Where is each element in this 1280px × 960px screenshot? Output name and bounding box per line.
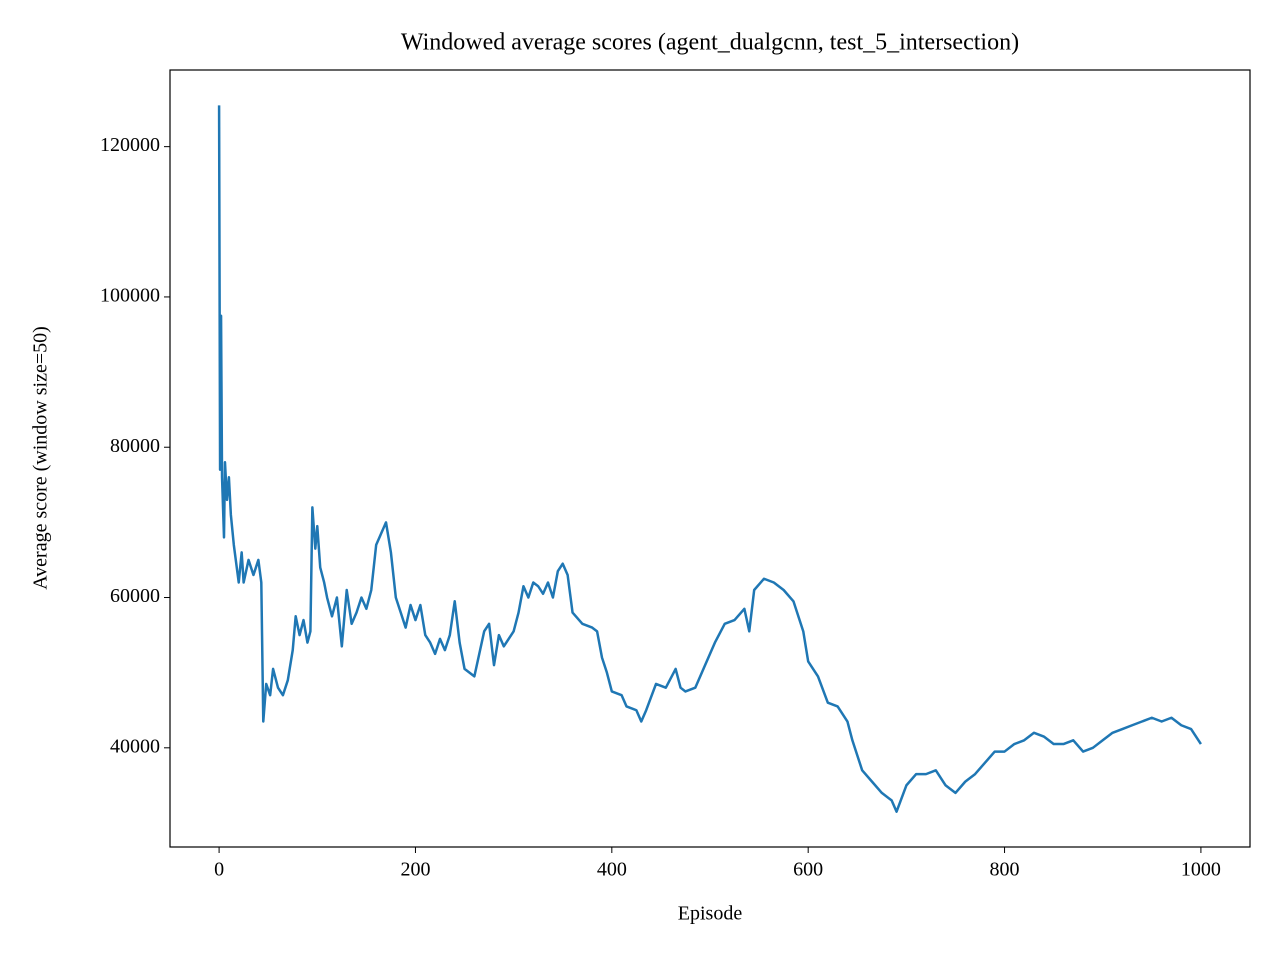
x-tick-label: 1000 [1181, 859, 1221, 881]
x-tick-label: 0 [214, 859, 224, 881]
data-line [217, 105, 1202, 813]
y-tick-label: 80000 [110, 435, 160, 457]
y-tick-label: 100000 [100, 285, 160, 307]
x-tick-label: 400 [597, 859, 627, 881]
chart-title: Windowed average scores (agent_dualgcnn,… [401, 30, 1019, 56]
x-axis-label: Episode [678, 903, 743, 925]
y-tick-label: 120000 [100, 134, 160, 156]
y-axis-label: Average score (window size=50) [30, 326, 52, 590]
y-tick-label: 60000 [110, 585, 160, 607]
x-tick-label: 600 [793, 859, 823, 881]
x-tick-label: 800 [990, 859, 1020, 881]
x-tick-label: 200 [400, 859, 430, 881]
plot-frame [169, 69, 1251, 848]
y-tick-label: 40000 [110, 735, 160, 757]
